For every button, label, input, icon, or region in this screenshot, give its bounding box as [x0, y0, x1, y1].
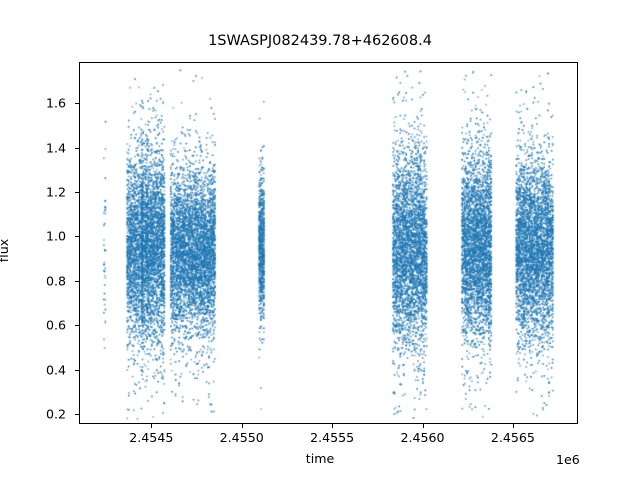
y-tick-mark	[75, 103, 79, 105]
plot-axes	[79, 62, 579, 425]
x-tick-label: 2.4555	[310, 430, 355, 445]
y-tick-label: 0.4	[45, 362, 66, 378]
y-tick-label: 0.8	[45, 273, 66, 289]
x-tick-label: 2.4545	[129, 430, 174, 445]
y-tick-label: 1.4	[45, 140, 66, 155]
x-tick-label: 2.4550	[219, 430, 264, 445]
x-tick-mark	[332, 424, 334, 428]
x-axis-offset-label: 1e6	[556, 452, 580, 467]
y-tick-mark	[75, 147, 79, 149]
x-tick-mark	[422, 424, 424, 428]
x-tick-mark	[241, 424, 243, 428]
y-tick-mark	[75, 280, 79, 282]
y-tick-label: 1.0	[45, 228, 66, 244]
y-tick-mark	[75, 414, 79, 416]
y-axis-label: flux	[0, 238, 12, 263]
x-tick-label: 2.4560	[400, 430, 445, 445]
x-tick-label: 2.4565	[490, 430, 535, 445]
scatter-plot-canvas	[80, 63, 579, 425]
y-tick-mark	[75, 369, 79, 371]
y-tick-label: 1.6	[45, 95, 66, 111]
x-axis-label: time	[305, 451, 335, 466]
y-tick-label: 0.6	[45, 317, 66, 333]
x-tick-mark	[512, 424, 514, 428]
page-title: 1SWASPJ082439.78+462608.4	[208, 33, 432, 49]
y-tick-mark	[75, 236, 79, 238]
x-tick-mark	[151, 424, 153, 428]
y-tick-mark	[75, 191, 79, 193]
y-tick-label: 0.2	[45, 406, 66, 422]
y-tick-mark	[75, 325, 79, 327]
y-tick-label: 1.2	[45, 184, 66, 200]
